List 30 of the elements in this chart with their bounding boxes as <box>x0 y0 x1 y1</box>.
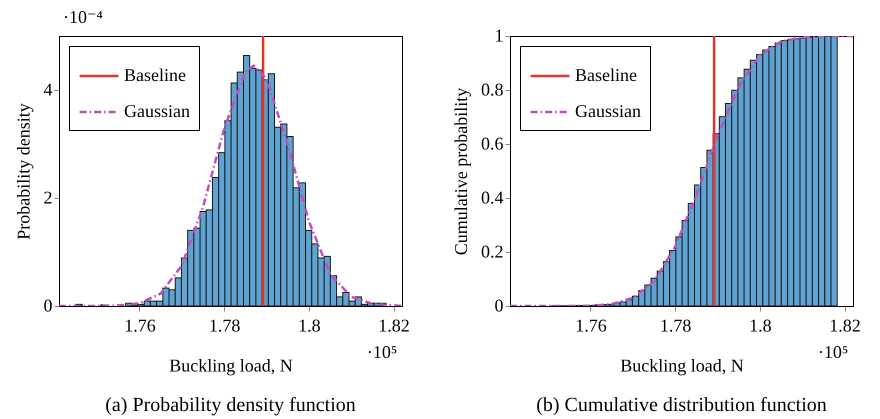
y-tick-label: 0.2 <box>481 242 504 262</box>
x-tick-label: 1.76 <box>124 316 156 336</box>
legend-label: Baseline <box>124 65 186 85</box>
x-tick-label: 1.82 <box>378 316 410 336</box>
text: (a) Probability density function <box>105 394 356 416</box>
x-tick-label: 1.76 <box>575 316 607 336</box>
x-tick-label: 1.8 <box>298 316 321 336</box>
x-tick-label: 1.8 <box>749 316 772 336</box>
text: ·10⁵ <box>818 342 848 362</box>
x-tick-label: 1.82 <box>829 316 861 336</box>
x-tick-label: 1.78 <box>660 316 692 336</box>
y-tick-label: 0.4 <box>481 188 504 208</box>
text: ·10⁻⁴ <box>63 7 103 27</box>
y-tick-label: 4 <box>44 80 52 100</box>
legend-label: Gaussian <box>575 101 641 121</box>
y-tick-label: 0 <box>494 296 504 316</box>
y-axis-title: Probability density <box>14 103 34 240</box>
y-tick-label: 1 <box>494 26 504 46</box>
text: (b) Cumulative distribution function <box>536 394 827 416</box>
x-axis-title: Buckling load, N <box>169 356 293 376</box>
legend-label: Baseline <box>575 65 637 85</box>
y-axis-title: Cumulative probability <box>451 88 471 256</box>
y-tick-label: 0.6 <box>481 134 504 154</box>
legend-label: Gaussian <box>124 101 190 121</box>
y-tick-label: 0.8 <box>481 80 504 100</box>
x-axis-title: Buckling load, N <box>620 356 744 376</box>
y-tick-label: 0 <box>44 296 52 316</box>
x-tick-label: 1.78 <box>208 316 240 336</box>
y-tick-label: 2 <box>44 188 52 208</box>
text: ·10⁵ <box>366 342 398 362</box>
